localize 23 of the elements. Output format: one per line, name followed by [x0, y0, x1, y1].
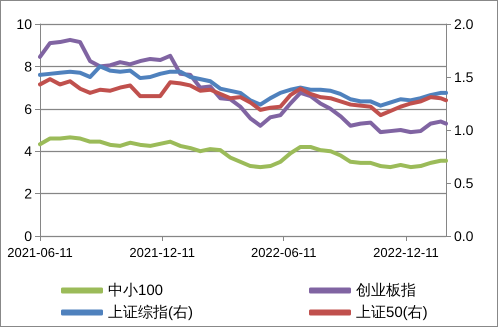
- legend-label: 上证综指(右): [108, 304, 193, 321]
- y-tick-label: 8: [24, 58, 32, 74]
- y2-tick-label: 0.0: [454, 228, 474, 244]
- line-series: [38, 77, 448, 118]
- x-tick-label: 2021-06-11: [7, 245, 73, 260]
- legend-label: 上证50(右): [356, 304, 428, 321]
- y2-tick-label: 1.0: [454, 122, 474, 138]
- y-tick-label: 10: [16, 16, 32, 32]
- y2-tick-label: 2.0: [454, 16, 474, 32]
- y2-tick-label: 1.5: [454, 69, 474, 85]
- y-tick-label: 4: [24, 143, 32, 160]
- line-series: [38, 64, 448, 108]
- x-tick-label: 2021-12-11: [129, 245, 195, 260]
- y-tick-label: 2: [24, 186, 32, 202]
- legend-label: 创业板指: [356, 282, 416, 299]
- y2-tick-label: 0.5: [454, 175, 474, 191]
- y-tick-label: 0: [24, 228, 32, 244]
- line-series: [38, 38, 448, 134]
- line-series: [38, 135, 448, 170]
- x-tick-label: 2022-06-11: [250, 245, 317, 260]
- y-tick-label: 6: [24, 100, 32, 117]
- legend-label: 中小100: [108, 282, 164, 299]
- x-tick-label: 2022-12-11: [373, 245, 439, 260]
